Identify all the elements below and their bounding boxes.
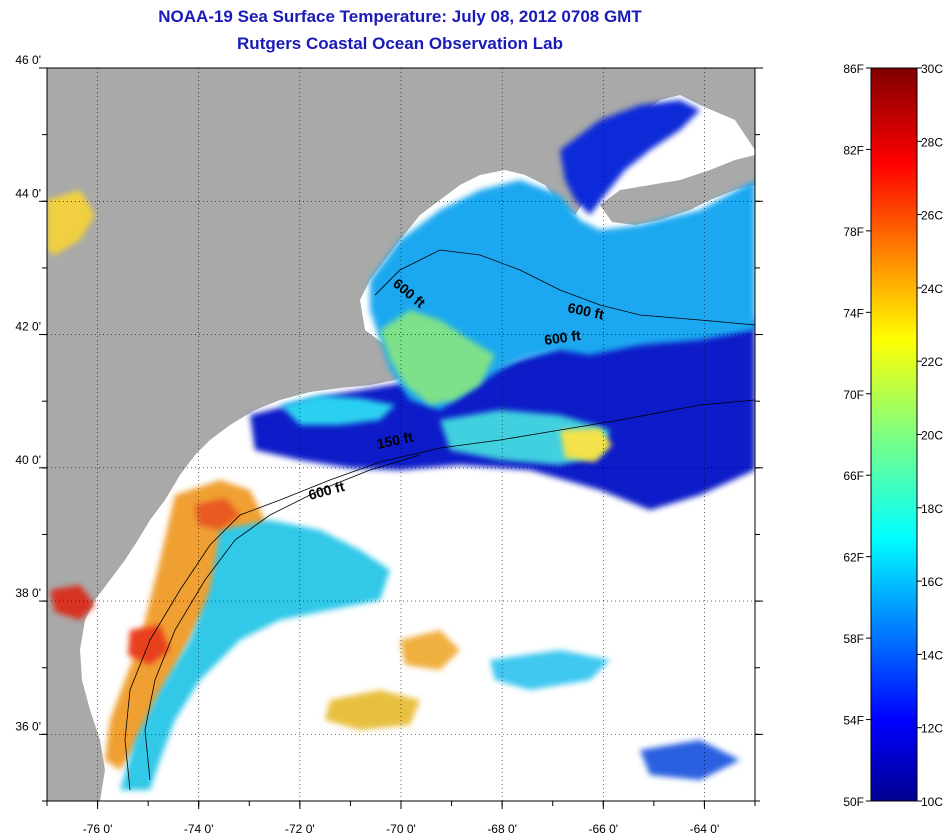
colorbar-f-label: 86F (843, 62, 864, 76)
sst-offshore-eddy-1 (400, 630, 460, 670)
map-subtitle: Rutgers Coastal Ocean Observation Lab (237, 34, 563, 53)
colorbar (870, 67, 918, 802)
colorbar-c-label: 16C (921, 575, 943, 589)
colorbar-c-label: 30C (921, 62, 943, 76)
lon-tick-label: -74 0' (184, 822, 214, 836)
lat-tick-label: 38 0' (15, 586, 41, 600)
map-axes: -76 0' -74 0' -72 0' -70 0' -68 0' -66 0' -64 … (15, 53, 763, 836)
colorbar-f-label: 50F (843, 795, 864, 809)
sst-red-spot-1 (128, 625, 170, 665)
contour-label-4: 150 ft (375, 429, 414, 452)
contour-600ft-shelf (124, 399, 755, 791)
contour-label-2: 600 ft (566, 299, 605, 322)
lat-tick-label: 36 0' (15, 719, 41, 733)
colorbar-f-label: 58F (843, 632, 864, 646)
sst-mid-atlantic-cyan (120, 520, 390, 790)
colorbar-c-label: 10C (921, 795, 943, 809)
contour-600ft-gulf (374, 249, 755, 326)
colorbar-f-label: 78F (843, 225, 864, 239)
colorbar-c-label: 14C (921, 648, 943, 662)
sst-red-spot-2 (195, 498, 240, 530)
sst-yellow-patch (560, 428, 612, 462)
lat-tick-label: 44 0' (15, 186, 41, 200)
contour-label-3: 600 ft (543, 327, 582, 348)
land-mass (47, 68, 755, 801)
colorbar-labels: 86F 82F 78F 74F 70F 66F 62F 58F 54F 50F 30C 28C 26C 2… (843, 62, 943, 809)
colorbar-f-label: 70F (843, 388, 864, 402)
colorbar-c-label: 22C (921, 355, 943, 369)
sst-inland-lake (47, 190, 95, 255)
sst-warm-shelf-green (380, 310, 495, 405)
lon-tick-label: -72 0' (285, 822, 315, 836)
sst-chesapeake (50, 585, 95, 620)
colorbar-c-label: 24C (921, 282, 943, 296)
colorbar-c-label: 12C (921, 722, 943, 736)
colorbar-f-label: 62F (843, 551, 864, 565)
colorbar-c-label: 28C (921, 135, 943, 149)
colorbar-c-label: 20C (921, 429, 943, 443)
colorbar-f-label: 82F (843, 143, 864, 157)
colorbar-f-label: 66F (843, 469, 864, 483)
sst-offshore-eddy-2 (325, 690, 420, 730)
sst-offshore-eddy-3 (490, 650, 610, 690)
map-title: NOAA-19 Sea Surface Temperature: July 08… (158, 7, 642, 26)
lon-tick-label: -70 0' (386, 822, 416, 836)
sst-offshore-eddy-4 (640, 740, 740, 780)
map-layers (47, 68, 755, 801)
sst-nantucket-shoals (280, 395, 395, 425)
lat-tick-label: 46 0' (15, 53, 41, 67)
lat-tick-label: 42 0' (15, 320, 41, 334)
colorbar-c-label: 26C (921, 209, 943, 223)
colorbar-f-label: 74F (843, 306, 864, 320)
contour-150ft (144, 454, 421, 781)
lat-tick-label: 40 0' (15, 453, 41, 467)
lon-tick-label: -64 0' (690, 822, 720, 836)
lon-tick-label: -66 0' (588, 822, 618, 836)
sst-bay-fundy (560, 100, 700, 215)
lon-tick-label: -76 0' (83, 822, 113, 836)
colorbar-c-label: 18C (921, 502, 943, 516)
land-nova-scotia (600, 155, 755, 225)
lon-tick-label: -68 0' (487, 822, 517, 836)
colorbar-f-label: 54F (843, 714, 864, 728)
